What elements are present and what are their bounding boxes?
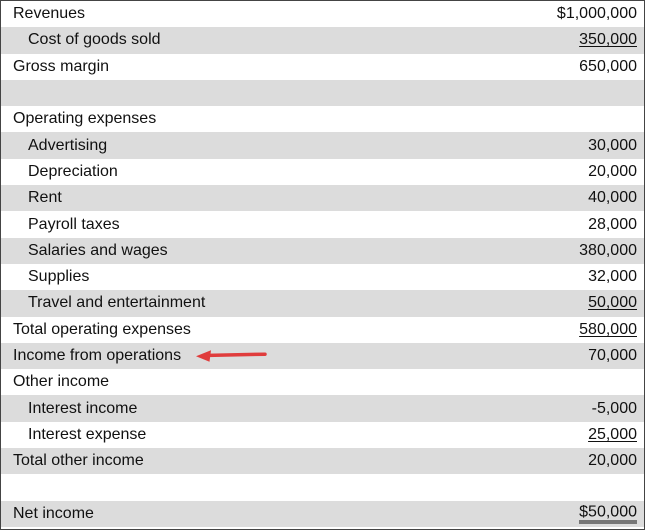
row-label: Salaries and wages [28, 241, 168, 259]
row-operating-expenses: Operating expenses [1, 106, 644, 132]
row-amount: 32,000 [588, 268, 637, 286]
row-amount: $1,000,000 [556, 5, 637, 23]
row-label: Total operating expenses [13, 320, 191, 338]
row-total-operating-expenses: Total operating expenses 580,000 [1, 317, 644, 343]
row-label: Total other income [13, 452, 144, 470]
row-amount: 580,000 [579, 320, 637, 338]
row-amount: 380,000 [579, 241, 637, 259]
row-amount: 28,000 [588, 215, 637, 233]
row-advertising: Advertising 30,000 [1, 132, 644, 159]
row-label: Revenues [13, 5, 86, 23]
row-net-income: Net income $50,000 [1, 500, 644, 527]
row-depreciation: Depreciation 20,000 [1, 159, 644, 185]
row-supplies: Supplies 32,000 [1, 264, 644, 290]
row-spacer [1, 79, 644, 107]
row-amount: 70,000 [588, 347, 637, 364]
row-label: Cost of goods sold [28, 31, 161, 49]
row-other-income: Other income [1, 369, 644, 395]
row-label: Supplies [28, 268, 90, 286]
row-label: Operating expenses [13, 110, 157, 128]
row-income-from-operations: Income from operations 70,000 [1, 342, 644, 370]
row-amount: 650,000 [579, 57, 637, 75]
row-amount: 20,000 [588, 162, 637, 180]
row-gross-margin: Gross margin 650,000 [1, 54, 644, 80]
row-amount: $50,000 [579, 504, 637, 524]
row-label: Interest expense [28, 425, 147, 443]
row-salaries-and-wages: Salaries and wages 380,000 [1, 237, 644, 264]
row-amount: 50,000 [588, 294, 637, 312]
row-label: Other income [13, 373, 110, 391]
row-amount: 350,000 [579, 31, 637, 49]
row-label: Net income [13, 504, 94, 522]
row-label: Rent [28, 189, 62, 207]
row-label: Advertising [28, 136, 108, 154]
row-label: Gross margin [13, 57, 110, 75]
row-label: Payroll taxes [28, 215, 120, 233]
row-amount: -5,000 [591, 399, 637, 417]
row-interest-expense: Interest expense 25,000 [1, 422, 644, 448]
row-rent: Rent 40,000 [1, 185, 644, 212]
row-payroll-taxes: Payroll taxes 28,000 [1, 211, 644, 237]
row-label: Depreciation [28, 162, 118, 180]
arrow-left-icon [196, 350, 267, 362]
row-spacer [1, 474, 644, 500]
row-amount: 30,000 [588, 136, 637, 154]
row-label: Travel and entertainment [28, 294, 206, 312]
row-amount: 40,000 [588, 189, 637, 207]
row-amount: 25,000 [588, 425, 637, 443]
row-interest-income: Interest income -5,000 [1, 395, 644, 422]
row-cost-of-goods-sold: Cost of goods sold 350,000 [1, 27, 644, 54]
row-amount: 20,000 [588, 452, 637, 470]
row-label: Interest income [28, 399, 138, 417]
row-total-other-income: Total other income 20,000 [1, 448, 644, 475]
row-travel-and-entertainment: Travel and entertainment 50,000 [1, 290, 644, 317]
row-revenues: Revenues $1,000,000 [1, 1, 644, 27]
row-label: Income from operations [13, 347, 182, 364]
